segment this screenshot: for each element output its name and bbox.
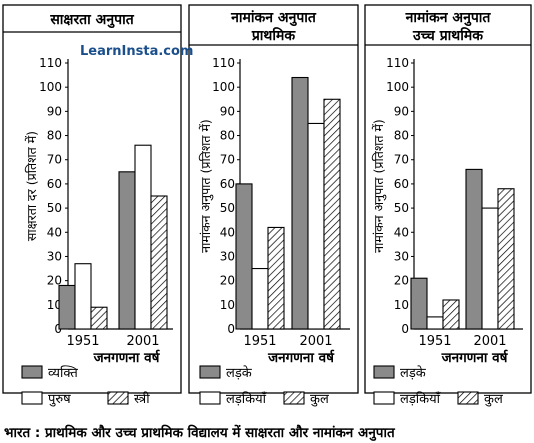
y-tick-label: 100	[386, 80, 409, 94]
chart-title: नामांकन अनुपात	[405, 10, 492, 27]
x-tick-label: 1951	[243, 334, 276, 349]
legend-label: व्यक्ति	[48, 365, 78, 381]
chart-panel-2: नामांकन अनुपातप्राथमिक 0 10 20 30 40 50 60 70 80 9…	[188, 4, 359, 407]
bar-2001-series-2	[134, 144, 152, 330]
bar-1951-series-2	[426, 316, 444, 330]
legend-swatch	[373, 391, 395, 405]
y-tick-label: 10	[47, 298, 62, 312]
legend-label: लड़के	[226, 365, 253, 381]
legend-swatch	[199, 391, 221, 405]
bar-2001-series-1	[118, 171, 136, 330]
y-tick-label: 40	[394, 225, 409, 239]
chart-title: साक्षरता अनुपात	[49, 12, 134, 29]
legend-label: कुल	[310, 392, 329, 407]
x-tick-label: 2001	[299, 334, 332, 349]
y-tick-label: 110	[386, 56, 409, 70]
bar-1951-series-1	[410, 277, 428, 330]
y-tick-label: 60	[220, 177, 235, 191]
y-tick-label: 80	[47, 129, 62, 143]
bar-2001-series-1	[291, 76, 309, 330]
bar-1951-series-3	[267, 226, 285, 330]
y-tick-label: 30	[394, 249, 409, 263]
y-tick-label: 50	[47, 201, 62, 215]
bar-2001-series-3	[323, 98, 341, 330]
chart-title: नामांकन अनुपात	[230, 10, 317, 27]
bar-2001-series-3	[497, 188, 515, 330]
y-axis-label: नामांकन अनुपात (प्रतिशत में)	[371, 119, 387, 253]
bar-2001-series-1	[465, 168, 483, 330]
y-tick-label: 10	[394, 298, 409, 312]
y-tick-label: 90	[47, 104, 62, 118]
y-tick-label: 60	[47, 177, 62, 191]
y-tick-label: 50	[220, 201, 235, 215]
y-tick-label: 0	[54, 322, 62, 336]
y-tick-label: 90	[220, 104, 235, 118]
chart-subtitle: प्राथमिक	[251, 27, 297, 44]
bar-2001-series-2	[307, 122, 325, 330]
bar-1951-series-1	[235, 183, 253, 330]
y-tick-label: 0	[401, 322, 409, 336]
y-tick-label: 40	[220, 225, 235, 239]
chart-panel-3: नामांकन अनुपातउच्च प्राथमिक 0 10 20 30 40 50 60…	[364, 4, 532, 407]
watermark-text: LearnInsta.com	[80, 44, 193, 59]
legend-swatch	[21, 365, 43, 379]
bar-1951-series-3	[442, 299, 460, 330]
y-axis-label: नामांकन अनुपात (प्रतिशत में)	[198, 119, 214, 253]
panel-border	[188, 4, 359, 394]
y-tick-label: 110	[212, 56, 235, 70]
y-tick-label: 100	[39, 80, 62, 94]
figure-caption: भारत : प्राथमिक और उच्च प्राथमिक विद्याल…	[4, 425, 395, 441]
legend-label: लड़के	[400, 365, 427, 381]
y-tick-label: 0	[227, 322, 235, 336]
y-tick-label: 30	[47, 249, 62, 263]
y-tick-label: 40	[47, 225, 62, 239]
y-tick-label: 20	[394, 274, 409, 288]
y-tick-label: 100	[212, 80, 235, 94]
y-tick-label: 70	[394, 153, 409, 167]
chart-subtitle: उच्च प्राथमिक	[412, 27, 484, 44]
legend-swatch	[21, 391, 43, 405]
x-axis-label: जनगणना वर्ष	[267, 349, 335, 366]
legend-label: स्त्री	[134, 391, 150, 407]
panel-border	[364, 4, 532, 394]
bar-1951-series-1	[58, 284, 76, 330]
x-tick-label: 2001	[126, 334, 159, 349]
y-tick-label: 10	[220, 298, 235, 312]
chart-panel-1: साक्षरता अनुपात 0 10 20 30 40 50 60 70 80 90 100 110…	[2, 4, 182, 407]
legend-label: पुरुष	[48, 392, 71, 407]
y-axis-label: साक्षरता दर (प्रतिशत में)	[24, 131, 39, 241]
y-tick-label: 70	[47, 153, 62, 167]
x-tick-label: 2001	[473, 334, 506, 349]
y-tick-label: 20	[220, 274, 235, 288]
y-tick-label: 70	[220, 153, 235, 167]
x-axis-label: जनगणना वर्ष	[441, 349, 509, 366]
bar-1951-series-2	[251, 267, 269, 330]
legend-swatch	[199, 365, 221, 379]
y-tick-label: 110	[39, 56, 62, 70]
legend-label: लड़कियाँ	[400, 391, 441, 407]
y-tick-label: 90	[394, 104, 409, 118]
bar-2001-series-2	[481, 207, 499, 330]
y-tick-label: 80	[220, 129, 235, 143]
legend-swatch	[373, 365, 395, 379]
legend-label: लड़कियाँ	[226, 391, 267, 407]
legend-swatch	[107, 391, 129, 405]
legend-swatch	[457, 391, 479, 405]
y-tick-label: 80	[394, 129, 409, 143]
x-tick-label: 1951	[418, 334, 451, 349]
y-tick-label: 20	[47, 274, 62, 288]
y-tick-label: 30	[220, 249, 235, 263]
bar-1951-series-3	[90, 306, 108, 330]
bar-1951-series-2	[74, 263, 92, 330]
panel-border	[2, 4, 182, 394]
y-tick-label: 50	[394, 201, 409, 215]
legend-swatch	[283, 391, 305, 405]
legend-label: कुल	[484, 392, 503, 407]
y-tick-label: 60	[394, 177, 409, 191]
x-axis-label: जनगणना वर्ष	[93, 349, 161, 366]
x-tick-label: 1951	[66, 334, 99, 349]
bar-2001-series-3	[150, 195, 168, 330]
